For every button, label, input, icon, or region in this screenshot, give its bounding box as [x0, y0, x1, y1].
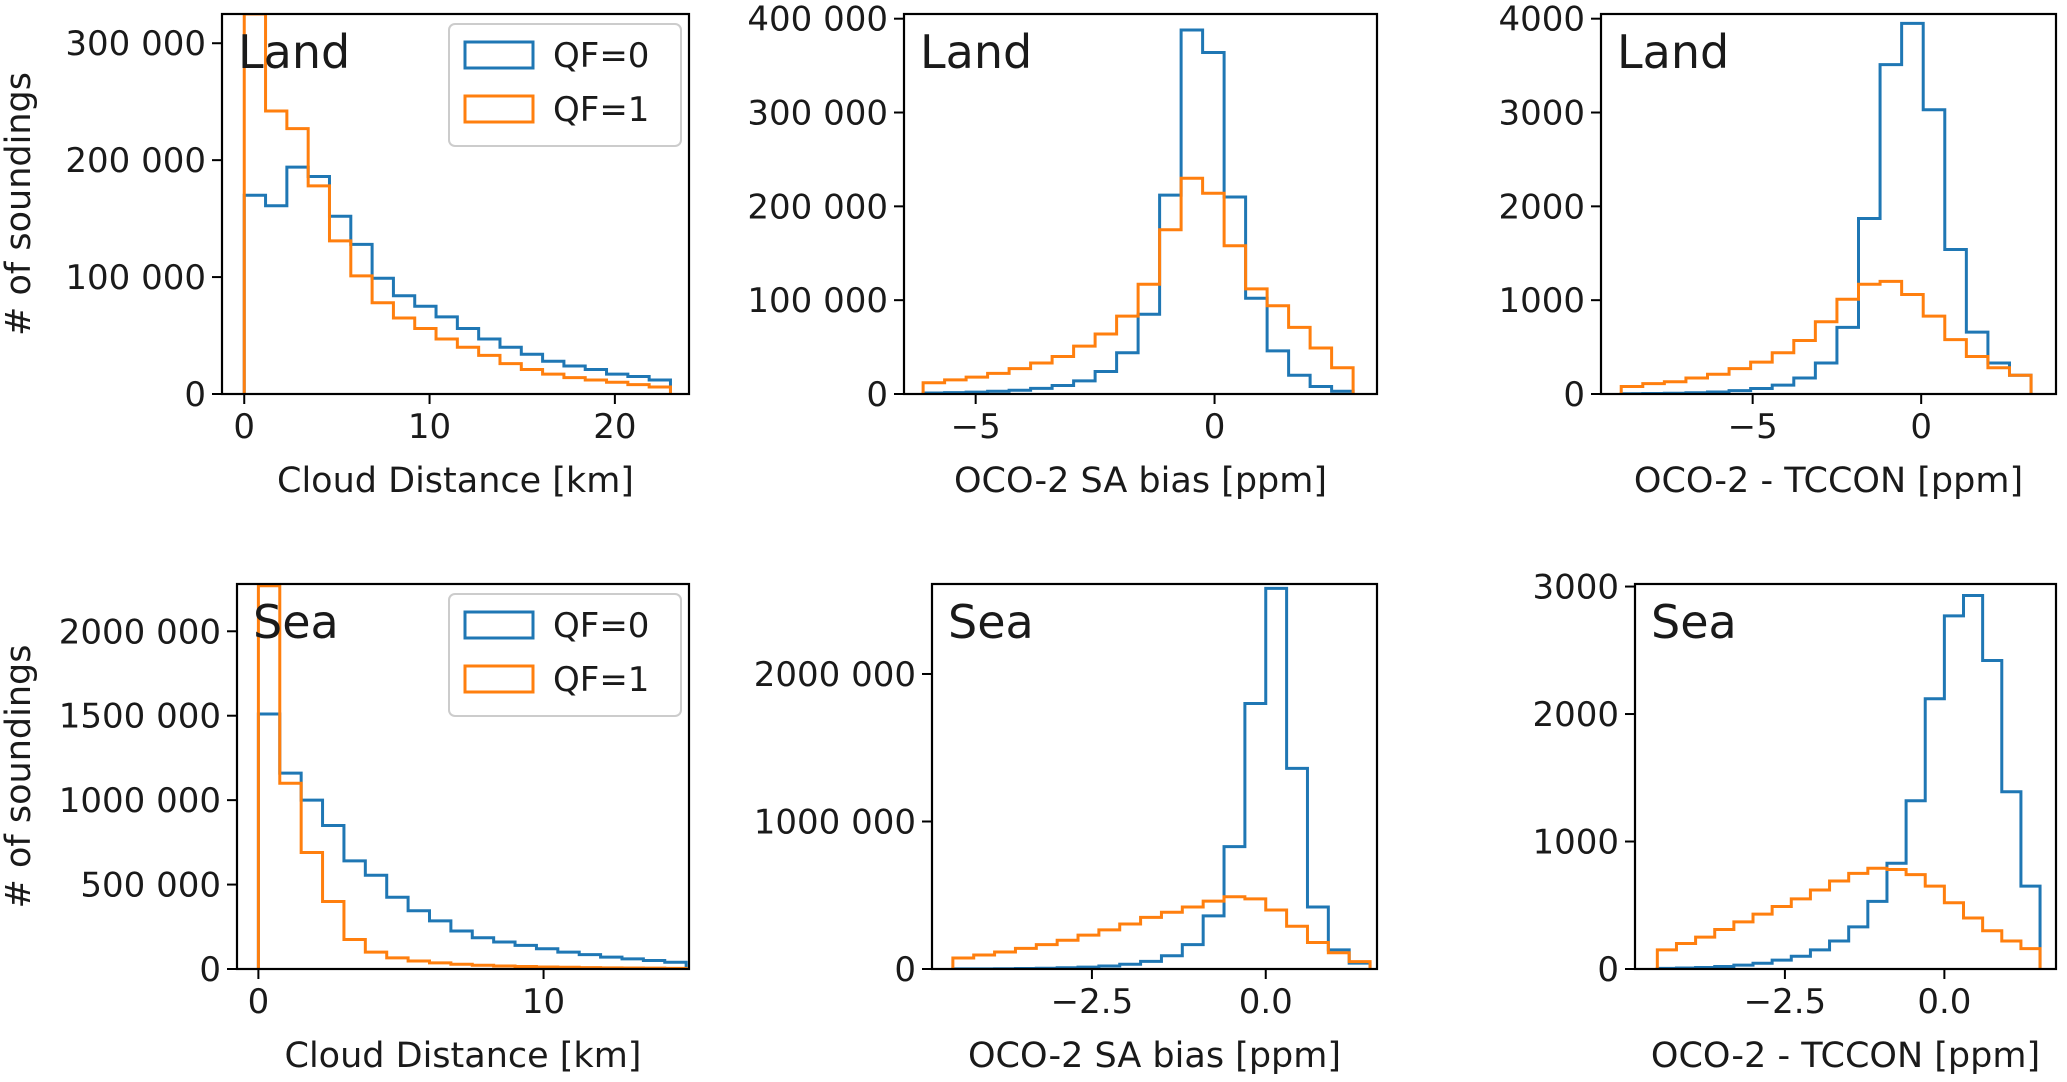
y-axis-label: # of soundings: [0, 72, 39, 336]
y-tick-label: 500 000: [80, 866, 221, 906]
y-tick-label: 2000 000: [754, 655, 916, 695]
legend: QF=0 QF=1: [448, 23, 682, 147]
y-tick-label: 2000: [1498, 187, 1585, 227]
y-tick-label: 0: [184, 375, 206, 415]
panel-sea-tccon: −2.5 0.0 0 1000 2000 3000 OCO-2 - TCCON [ppm] S…: [1532, 568, 2058, 1076]
x-tick-label: 10: [522, 982, 565, 1022]
series-qf0-line: [1655, 593, 2042, 969]
axes-frame: [220, 12, 691, 396]
series-qf1-line: [921, 176, 1355, 394]
x-axis-label: Cloud Distance [km]: [285, 1036, 642, 1076]
legend-swatch-qf1: [463, 94, 535, 124]
x-tick-label: 20: [593, 407, 636, 447]
y-tick-label: 3000: [1532, 568, 1619, 608]
x-tick-label: 10: [408, 407, 451, 447]
series-qf1-line: [256, 584, 688, 969]
y-tick-label: 200 000: [65, 141, 206, 181]
y-tick-label: 300 000: [65, 24, 206, 64]
series-qf0-line: [242, 165, 672, 394]
panel-land-sa-bias: −5 0 0 100 000 200 000 300 000 400 000 OCO-2 SA…: [747, 0, 1379, 501]
legend-label-qf0: QF=0: [553, 36, 649, 76]
x-tick-label: 0: [1910, 407, 1932, 447]
axes-frame: [235, 582, 691, 971]
y-tick-label: 2000 000: [59, 612, 221, 652]
x-axis-label: OCO-2 - TCCON [ppm]: [1651, 1036, 2040, 1076]
axes-frame: [902, 12, 1379, 396]
legend-label-qf0: QF=0: [553, 606, 649, 646]
series-qf1-line: [1619, 279, 2033, 394]
legend: QF=0 QF=1: [448, 593, 682, 717]
x-tick-label: 0: [248, 982, 270, 1022]
y-axis-label: # of soundings: [0, 645, 39, 909]
axes-frame: [1633, 582, 2058, 971]
x-axis-label: OCO-2 - TCCON [ppm]: [1634, 461, 2023, 501]
y-tick-label: 100 000: [65, 258, 206, 298]
series-qf1-line: [242, 14, 672, 394]
legend-box: [448, 593, 682, 717]
panel-label: Sea: [253, 595, 339, 649]
x-tick-label: 0.0: [1239, 982, 1293, 1022]
y-tick-label: 1000: [1532, 823, 1619, 863]
y-tick-label: 0: [1597, 950, 1619, 990]
y-tick-label: 0: [866, 375, 888, 415]
y-tick-label: 1000: [1498, 281, 1585, 321]
y-tick-label: 1000 000: [59, 781, 221, 821]
x-tick-label: 0: [233, 407, 255, 447]
legend-label-qf1: QF=1: [553, 90, 649, 130]
legend-swatch-qf1: [463, 664, 535, 694]
x-tick-label: −5: [1728, 407, 1778, 447]
y-tick-label: 100 000: [747, 281, 888, 321]
x-tick-label: −2.5: [1051, 982, 1134, 1022]
y-tick-label: 0: [894, 950, 916, 990]
panel-label: Land: [1617, 25, 1729, 79]
y-tick-label: 0: [1563, 375, 1585, 415]
axes-frame: [930, 582, 1379, 971]
y-tick-label: 3000: [1498, 94, 1585, 134]
x-axis-label: OCO-2 SA bias [ppm]: [968, 1036, 1341, 1076]
legend-box: [448, 23, 682, 147]
y-tick-label: 2000: [1532, 695, 1619, 735]
series-qf0-line: [256, 712, 688, 969]
y-tick-label: 4000: [1498, 0, 1585, 40]
y-tick-label: 200 000: [747, 187, 888, 227]
y-tick-label: 1500 000: [59, 697, 221, 737]
y-tick-label: 400 000: [747, 0, 888, 40]
x-axis-label: OCO-2 SA bias [ppm]: [954, 461, 1327, 501]
panel-label: Land: [238, 25, 350, 79]
panel-sea-cloud-distance: 0 10 0 500 000 1000 000 1500 000 2000 000 Cloud…: [0, 582, 691, 1076]
legend-label-qf1: QF=1: [553, 660, 649, 700]
axes-frame: [1599, 12, 2058, 396]
series-qf1-line: [1655, 866, 2042, 969]
x-tick-label: 0.0: [1917, 982, 1971, 1022]
panel-land-tccon: −5 0 0 1000 2000 3000 4000 OCO-2 - TCCON [ppm] L…: [1498, 0, 2058, 501]
series-qf0-line: [921, 28, 1355, 394]
panel-label: Sea: [948, 595, 1034, 649]
series-qf1-line: [951, 895, 1372, 969]
x-tick-label: −2.5: [1744, 982, 1827, 1022]
y-tick-label: 0: [199, 950, 221, 990]
legend-swatch-qf0: [463, 40, 535, 70]
legend-swatch-qf0: [463, 610, 535, 640]
panel-label: Sea: [1651, 595, 1737, 649]
y-tick-label: 300 000: [747, 94, 888, 134]
x-tick-label: −5: [951, 407, 1001, 447]
y-tick-label: 1000 000: [754, 802, 916, 842]
x-axis-label: Cloud Distance [km]: [277, 461, 634, 501]
panel-sea-sa-bias: −2.5 0.0 0 1000 000 2000 000 OCO-2 SA bias [p…: [754, 582, 1379, 1076]
panel-label: Land: [920, 25, 1032, 79]
x-tick-label: 0: [1204, 407, 1226, 447]
